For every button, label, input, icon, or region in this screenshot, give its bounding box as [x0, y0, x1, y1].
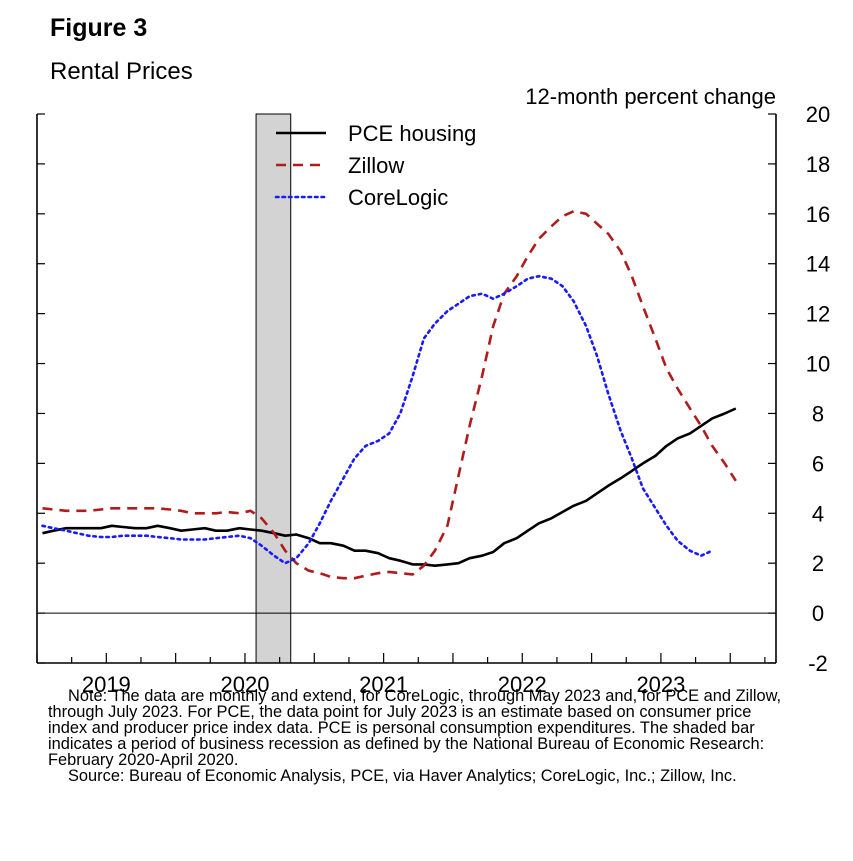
- series-line-corelogic: [41, 274, 714, 565]
- figure-label: Figure 3: [50, 14, 148, 42]
- y-tick-label: 4: [812, 501, 824, 526]
- y-tick-label: 20: [806, 102, 830, 127]
- y-axis-label: 12-month percent change: [525, 84, 776, 109]
- legend-label: Zillow: [348, 153, 404, 178]
- x-tick-label: 2022: [498, 672, 547, 697]
- y-tick-label: -2: [808, 651, 828, 676]
- x-tick-label: 2023: [636, 672, 685, 697]
- legend-label: PCE housing: [348, 121, 476, 146]
- y-tick-label: 16: [806, 202, 830, 227]
- series-line-pce-housing: [42, 407, 737, 568]
- y-tick-label: 18: [806, 152, 830, 177]
- y-tick-label: 14: [806, 252, 830, 277]
- y-tick-label: 8: [812, 401, 824, 426]
- y-tick-label: 2: [812, 551, 824, 576]
- x-tick-label: 2021: [359, 672, 408, 697]
- y-tick-label: 0: [812, 601, 824, 626]
- series-line-zillow: [42, 210, 737, 580]
- rental-prices-chart: 2019 2020 2021 2022 2023 20181614121086420-2…: [36, 84, 830, 697]
- chart-note: Note: The data are monthly and extend, f…: [48, 688, 788, 784]
- y-tick-label: 12: [806, 302, 830, 327]
- chart-title: Rental Prices: [50, 58, 193, 85]
- note-text: Note: The data are monthly and extend, f…: [48, 687, 782, 769]
- y-tick-label: 10: [806, 352, 830, 377]
- x-tick-label: 2020: [220, 672, 269, 697]
- legend-label: CoreLogic: [348, 185, 448, 210]
- source-text: Source: Bureau of Economic Analysis, PCE…: [68, 767, 737, 785]
- x-tick-label: 2019: [82, 672, 131, 697]
- y-tick-label: 6: [812, 451, 824, 476]
